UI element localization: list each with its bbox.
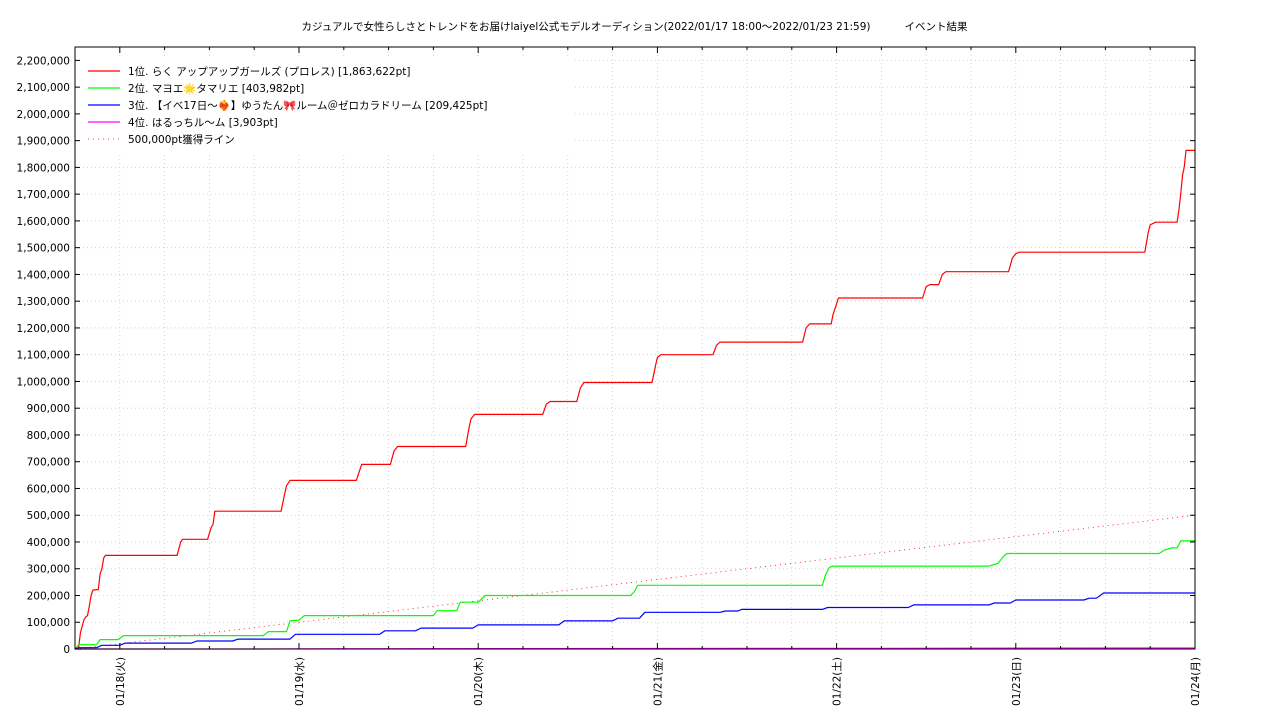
legend-label: 1位. らく アップアップガールズ (プロレス) [1,863,622pt]: [128, 65, 410, 78]
x-tick-label: 01/21(金): [651, 657, 664, 706]
series-lines: [74, 149, 1195, 650]
series-line-3: [74, 592, 1195, 650]
x-tick-label: 01/19(水): [294, 657, 306, 706]
y-tick-label: 1,900,000: [17, 136, 70, 148]
y-tick-label: 2,100,000: [17, 82, 70, 94]
y-tick-label: 2,000,000: [17, 109, 70, 121]
y-tick-label: 1,800,000: [17, 162, 70, 174]
x-tick-label: 01/22(土): [831, 657, 844, 706]
y-tick-label: 1,000,000: [17, 376, 70, 388]
y-axis: 0 100,000 200,000 300,000 400,000 500,000 600,…: [17, 55, 1195, 656]
legend-label: 4位. はるっちル〜ム [3,903pt]: [128, 116, 278, 129]
x-tick-label: 01/20(木): [473, 657, 485, 706]
x-tick-label: 01/24(月): [1190, 657, 1202, 706]
y-tick-label: 1,100,000: [17, 350, 70, 362]
y-tick-label: 600,000: [27, 483, 70, 495]
x-axis: 01/18(火) 01/19(水) 01/20(木) 01/21(金) 01/22(土)…: [115, 47, 1202, 706]
y-tick-label: 1,500,000: [17, 243, 70, 255]
y-tick-label: 0: [63, 644, 70, 656]
chart-subtitle: イベント結果: [905, 20, 968, 33]
y-tick-label: 1,400,000: [17, 269, 70, 281]
x-tick-label: 01/18(火): [115, 657, 127, 706]
series-line-1: [74, 149, 1195, 650]
legend-background: [80, 56, 572, 152]
y-tick-label: 1,300,000: [17, 296, 70, 308]
plot-frame: [74, 46, 1196, 650]
reference-line-path: [74, 514, 1196, 650]
legend: 1位. らく アップアップガールズ (プロレス) [1,863,622pt] 2位…: [80, 56, 572, 152]
y-tick-label: 1,700,000: [17, 189, 70, 201]
y-tick-label: 100,000: [27, 617, 70, 629]
legend-label: 3位. 【イベ17日〜❤️‍🔥】ゆうたん🎀ルーム＠ゼロカラドリーム [209,4…: [128, 99, 487, 112]
x-tick-label: 01/23(日): [1011, 657, 1023, 706]
y-tick-label: 500,000: [27, 510, 70, 522]
y-tick-label: 700,000: [27, 457, 70, 469]
y-tick-label: 300,000: [27, 564, 70, 576]
chart-title: カジュアルで女性らしさとトレンドをお届けlaiyel公式モデルオーディション(2…: [302, 20, 871, 33]
y-tick-label: 800,000: [27, 430, 70, 442]
y-tick-label: 900,000: [27, 403, 70, 415]
y-tick-label: 1,600,000: [17, 216, 70, 228]
reference-line: [74, 514, 1196, 650]
y-tick-label: 200,000: [27, 590, 70, 602]
legend-label: 500,000pt獲得ライン: [128, 133, 235, 146]
series-line-2: [74, 540, 1195, 650]
y-tick-label: 400,000: [27, 537, 70, 549]
y-tick-label: 2,200,000: [17, 55, 70, 67]
legend-label: 2位. マヨエ🌟タマリエ [403,982pt]: [128, 82, 304, 95]
y-tick-label: 1,200,000: [17, 323, 70, 335]
